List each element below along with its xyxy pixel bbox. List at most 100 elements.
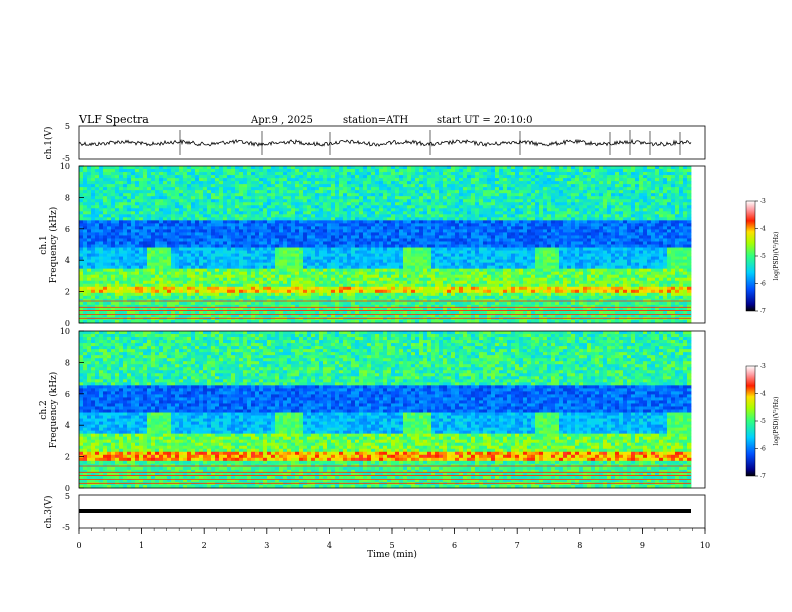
spectrogram-cell: [231, 172, 236, 176]
spectrogram-cell: [447, 199, 452, 203]
spectrogram-cell: [371, 175, 376, 179]
spectrogram-cell: [139, 250, 144, 254]
spectrogram-cell: [323, 196, 328, 200]
spectrogram-cell: [143, 181, 148, 185]
spectrogram-cell: [127, 178, 132, 182]
spectrogram-cell: [415, 301, 420, 306]
spectrogram-cell: [295, 193, 300, 197]
ch1-waveform-line: [78, 138, 692, 148]
spectrogram-cell: [379, 292, 384, 297]
spectrogram-cell: [459, 211, 464, 215]
spectrogram-cell: [211, 199, 216, 203]
spectrogram-cell: [147, 283, 152, 288]
spectrogram-cell: [439, 262, 444, 267]
spectrogram-cell: [283, 196, 288, 200]
spectrogram-cell: [155, 265, 160, 270]
spectrogram-cell: [103, 193, 108, 197]
spectrogram-cell: [151, 310, 156, 315]
spectrogram-cell: [99, 172, 104, 176]
spectrogram-cell: [263, 166, 268, 170]
spectrogram-cell: [171, 292, 176, 297]
spectrogram-cell: [159, 229, 164, 233]
spectrogram-cell: [131, 208, 136, 212]
spectrogram-cell: [139, 268, 144, 273]
spectrogram-cell: [99, 292, 104, 297]
spectrogram-cell: [295, 208, 300, 212]
spectrogram-cell: [299, 232, 304, 236]
spectrogram-cell: [235, 274, 240, 279]
spectrogram-cell: [363, 196, 368, 200]
spectrogram-cell: [103, 169, 108, 173]
spectrogram-cell: [87, 184, 92, 188]
spectrogram-cell: [155, 187, 160, 191]
spectrogram-cell: [195, 274, 200, 279]
spectrogram-cell: [423, 268, 428, 273]
spectrogram-cell: [431, 202, 436, 206]
spectrogram-cell: [135, 172, 140, 176]
spectrogram-cell: [399, 280, 404, 285]
spectrogram-cell: [247, 232, 252, 236]
spectrogram-cell: [171, 298, 176, 303]
spectrogram-cell: [263, 259, 268, 264]
spectrogram-cell: [207, 172, 212, 176]
spectrogram-cell: [407, 268, 412, 273]
spectrogram-cell: [223, 301, 228, 306]
spectrogram-cell: [187, 310, 192, 315]
spectrogram-cell: [307, 223, 312, 227]
spectrogram-cell: [327, 271, 332, 276]
spectrogram-cell: [387, 250, 392, 254]
spectrogram-cell: [443, 256, 448, 260]
spectrogram-cell: [307, 295, 312, 300]
spectrogram-cell: [359, 223, 364, 227]
spectrogram-cell: [87, 256, 92, 260]
spectrogram-cell: [351, 277, 356, 282]
spectrogram-cell: [399, 271, 404, 276]
spectrogram-cell: [311, 232, 316, 236]
spectrogram-cell: [319, 238, 324, 242]
spectrogram-cell: [291, 172, 296, 176]
spectrogram-cell: [391, 196, 396, 200]
spectrogram-cell: [139, 259, 144, 264]
spectrogram-cell: [303, 166, 308, 170]
spectrogram-cell: [371, 298, 376, 303]
spectrogram-cell: [267, 217, 272, 221]
spectrogram-cell: [295, 280, 300, 285]
spectrogram-cell: [115, 295, 120, 300]
spectrogram-cell: [191, 253, 196, 257]
spectrogram-cell: [159, 196, 164, 200]
spectrogram-cell: [143, 184, 148, 188]
spectrogram-cell: [235, 199, 240, 203]
spectrogram-cell: [383, 184, 388, 188]
spectrogram-cell: [79, 211, 84, 215]
spectrogram-cell: [211, 169, 216, 173]
spectrogram-cell: [307, 169, 312, 173]
spectrogram-cell: [103, 199, 108, 203]
spectrogram-cell: [103, 259, 108, 264]
spectrogram-cell: [371, 286, 376, 291]
spectrogram-cell: [215, 295, 220, 300]
spectrogram-cell: [191, 202, 196, 206]
spectrogram-cell: [175, 226, 180, 230]
spectrogram-cell: [111, 280, 116, 285]
spectrogram-cell: [91, 271, 96, 276]
spectrogram-cell: [391, 262, 396, 267]
spectrogram-cell: [327, 169, 332, 173]
spectrogram-cell: [391, 169, 396, 173]
spectrogram-cell: [203, 181, 208, 185]
spectrogram-cell: [99, 217, 104, 221]
spectrogram-cell: [287, 202, 292, 206]
spectrogram-cell: [135, 178, 140, 182]
spectrogram-cell: [379, 199, 384, 203]
spectrogram-cell: [139, 313, 144, 318]
spectrogram-cell: [239, 283, 244, 288]
spectrogram-cell: [251, 187, 256, 191]
spectrogram-cell: [439, 304, 444, 309]
spectrogram-cell: [199, 301, 204, 306]
spectrogram-cell: [343, 259, 348, 264]
spectrogram-cell: [159, 307, 164, 312]
spectrogram-cell: [199, 298, 204, 303]
spectrogram-cell: [459, 253, 464, 257]
spectrogram-cell: [207, 193, 212, 197]
spectrogram-cell: [127, 301, 132, 306]
